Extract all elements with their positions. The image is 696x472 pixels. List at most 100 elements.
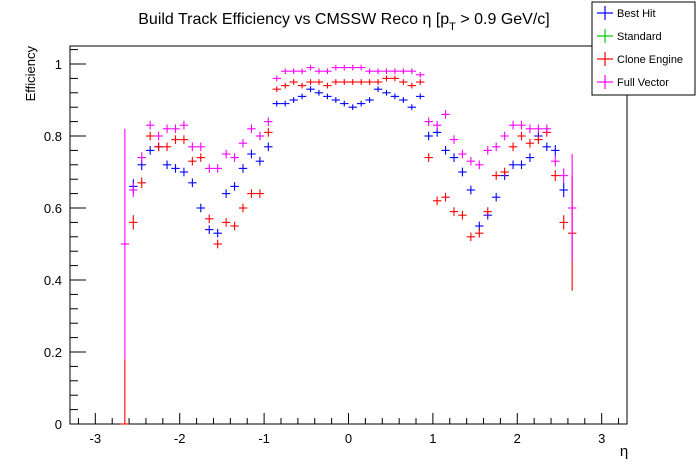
data-point	[331, 64, 341, 71]
series-layer	[120, 64, 577, 425]
data-point	[407, 82, 417, 89]
data-point	[137, 152, 146, 163]
chart-title: Build Track Efficiency vs CMSSW Reco η […	[138, 11, 549, 33]
data-point	[205, 214, 214, 224]
data-point	[323, 68, 332, 75]
data-point	[348, 64, 357, 71]
data-point	[171, 124, 180, 134]
data-point	[365, 68, 374, 75]
data-point	[188, 142, 197, 152]
data-point	[331, 79, 341, 85]
data-point	[289, 68, 298, 75]
data-point	[483, 207, 492, 216]
data-point	[280, 100, 290, 107]
data-point	[145, 146, 155, 155]
data-point	[179, 120, 189, 130]
data-point	[314, 68, 324, 75]
data-point	[441, 146, 450, 155]
data-point	[230, 182, 239, 191]
data-point	[306, 64, 315, 71]
data-point	[230, 221, 239, 231]
data-point	[517, 120, 526, 130]
data-point	[365, 79, 374, 85]
data-point	[306, 86, 315, 93]
data-point	[534, 135, 543, 144]
data-point	[340, 100, 349, 107]
data-point	[348, 104, 357, 111]
data-point	[314, 89, 324, 96]
chart-title-main: Build Track Efficiency vs CMSSW Reco η […	[138, 11, 449, 28]
data-point	[238, 138, 248, 148]
data-point	[162, 124, 172, 134]
data-point	[221, 218, 231, 227]
legend-label: Full Vector	[617, 77, 669, 89]
x-tick-label: 3	[598, 431, 605, 446]
legend-label: Standard	[617, 31, 662, 43]
data-point	[407, 68, 417, 75]
data-point	[289, 97, 298, 103]
data-point	[247, 124, 256, 134]
data-point	[331, 97, 341, 103]
data-point	[407, 104, 417, 111]
x-tick-label: 1	[429, 431, 436, 446]
x-tick-label: -2	[174, 431, 186, 446]
data-point	[280, 82, 290, 89]
data-point	[458, 167, 467, 177]
data-point	[137, 177, 146, 189]
data-point	[129, 182, 138, 198]
data-point	[390, 75, 400, 82]
data-point	[340, 64, 349, 71]
data-point	[162, 142, 172, 152]
data-point	[323, 82, 332, 89]
data-point	[475, 228, 484, 238]
data-point	[534, 124, 543, 134]
x-tick-label: -1	[258, 431, 270, 446]
data-point	[449, 207, 459, 216]
y-tick-label: 0.8	[44, 129, 62, 144]
data-point	[255, 156, 265, 166]
data-point	[432, 196, 442, 206]
data-point	[491, 142, 501, 152]
data-point	[449, 135, 459, 144]
data-point	[213, 239, 222, 249]
data-point	[264, 142, 273, 152]
data-point	[120, 359, 130, 425]
data-point	[559, 182, 568, 198]
data-point	[559, 168, 568, 183]
data-point	[441, 192, 450, 202]
data-point	[517, 131, 526, 141]
data-point	[483, 146, 492, 155]
data-point	[289, 79, 298, 85]
data-point	[238, 164, 248, 173]
data-point	[188, 178, 197, 188]
data-point	[416, 93, 425, 100]
data-point	[171, 164, 180, 173]
data-point	[238, 203, 248, 213]
data-point	[399, 97, 408, 103]
data-point	[196, 203, 206, 213]
data-point	[314, 79, 324, 85]
data-point	[297, 68, 307, 75]
legend: Best Hit Standard Clone Engine Full Vector	[591, 1, 696, 96]
data-point	[416, 79, 425, 85]
data-point	[491, 192, 501, 202]
data-point	[129, 215, 138, 230]
data-point	[196, 153, 206, 162]
x-tick-label: 0	[345, 431, 352, 446]
data-point	[145, 131, 155, 141]
legend-label: Clone Engine	[617, 54, 683, 66]
data-point	[340, 79, 349, 85]
data-point	[221, 149, 231, 159]
data-point	[525, 124, 535, 134]
data-point	[373, 79, 383, 85]
data-point	[171, 135, 180, 144]
data-point	[424, 131, 433, 141]
data-point	[382, 75, 391, 82]
data-point	[280, 68, 290, 75]
data-point	[247, 149, 256, 159]
y-axis-label: Efficiency	[23, 46, 38, 102]
data-point	[508, 120, 518, 130]
data-point	[162, 160, 172, 170]
data-point	[508, 142, 518, 152]
